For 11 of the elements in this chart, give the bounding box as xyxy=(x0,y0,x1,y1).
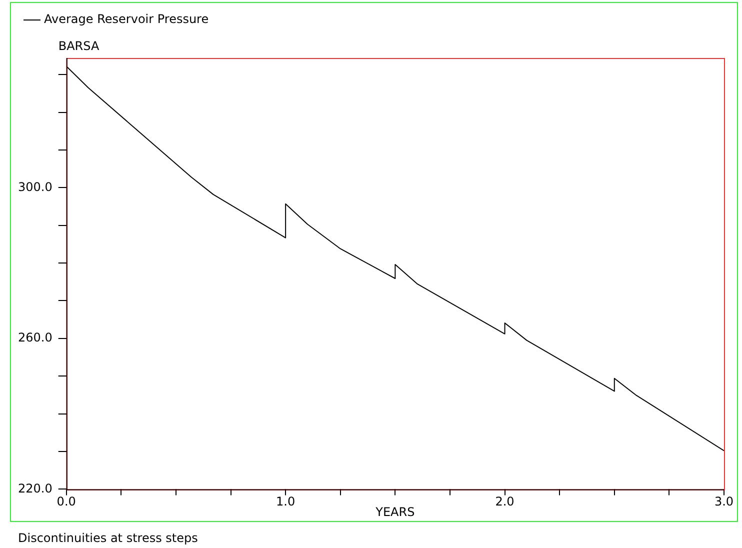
y-tick-label: 300.0 xyxy=(18,180,52,194)
x-tick-label: 3.0 xyxy=(714,494,734,509)
y-axis-title: BARSA xyxy=(58,39,100,53)
legend-label: Average Reservoir Pressure xyxy=(44,12,209,26)
y-tick-label: 260.0 xyxy=(18,330,52,345)
x-tick-label: 1.0 xyxy=(276,494,296,509)
text: Discontinuities at stress steps xyxy=(18,531,198,545)
y-tick-label: 220.0 xyxy=(18,481,52,496)
x-axis-title: YEARS xyxy=(374,504,415,519)
x-tick-label: 0.0 xyxy=(56,494,76,509)
x-tick-label: 2.0 xyxy=(495,494,514,509)
